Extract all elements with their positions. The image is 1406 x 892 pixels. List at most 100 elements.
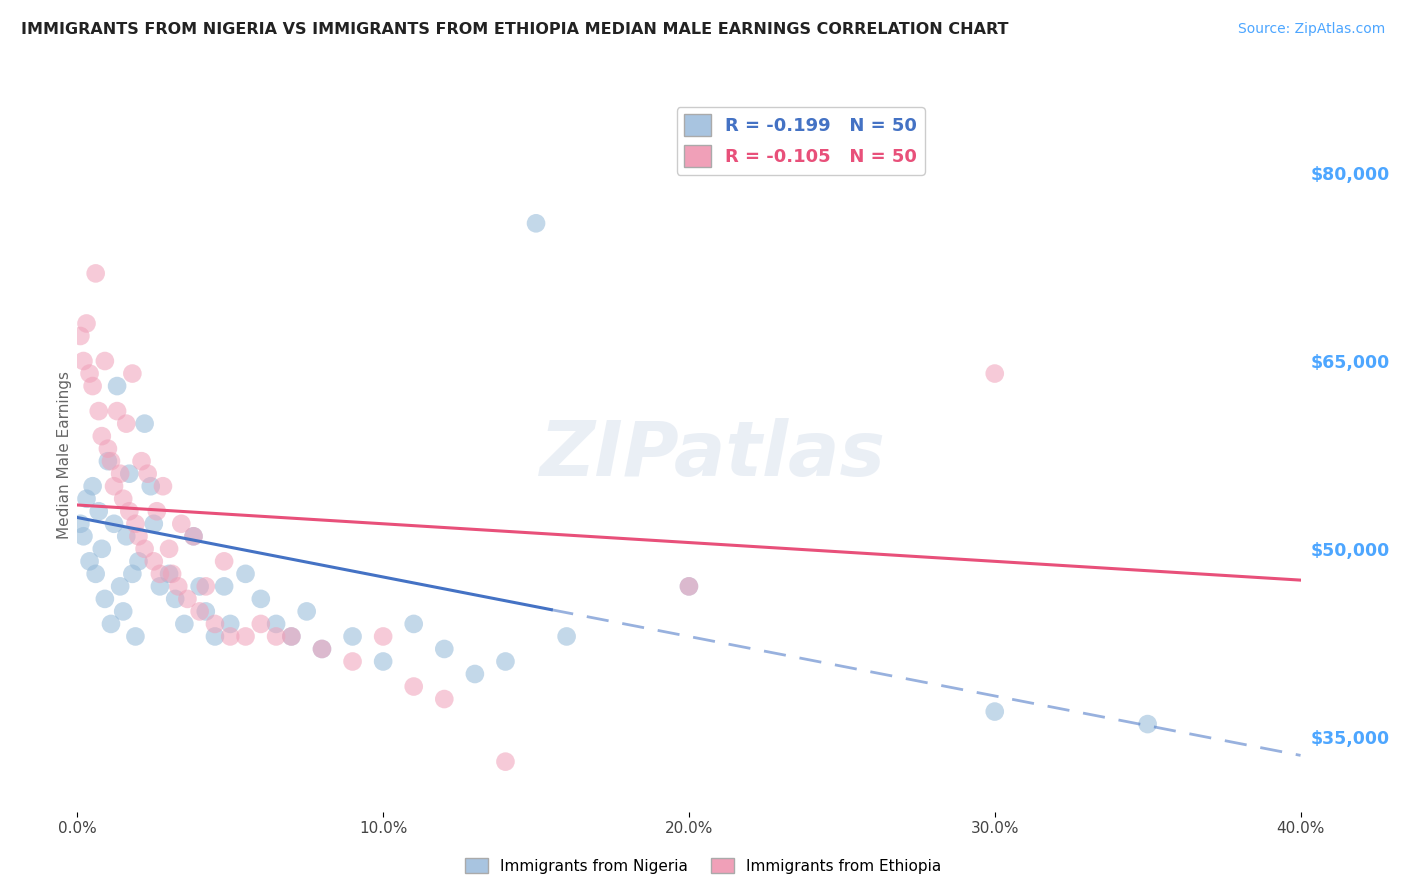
Point xyxy=(371,630,394,644)
Point xyxy=(295,604,318,618)
Text: IMMIGRANTS FROM NIGERIA VS IMMIGRANTS FROM ETHIOPIA MEDIAN MALE EARNINGS CORRELA: IMMIGRANTS FROM NIGERIA VS IMMIGRANTS FR… xyxy=(21,22,1008,37)
Point xyxy=(134,417,156,431)
Point xyxy=(69,329,91,343)
Point xyxy=(79,554,101,568)
Point xyxy=(188,579,211,593)
Point xyxy=(76,317,98,331)
Point xyxy=(118,467,141,481)
Legend: R = -0.199   N = 50, R = -0.105   N = 50: R = -0.199 N = 50, R = -0.105 N = 50 xyxy=(676,107,925,175)
Point xyxy=(128,529,150,543)
Point xyxy=(115,417,138,431)
Point xyxy=(103,516,125,531)
Point xyxy=(524,216,547,230)
Point xyxy=(94,354,117,368)
Point xyxy=(342,655,364,669)
Point xyxy=(264,630,287,644)
Point xyxy=(90,429,112,443)
Point xyxy=(152,479,174,493)
Point xyxy=(170,516,193,531)
Y-axis label: Median Male Earnings: Median Male Earnings xyxy=(56,371,72,539)
Point xyxy=(76,491,98,506)
Point xyxy=(555,630,578,644)
Point xyxy=(112,491,135,506)
Point xyxy=(280,630,302,644)
Point xyxy=(311,642,333,657)
Point xyxy=(97,442,120,456)
Point xyxy=(250,591,273,606)
Point xyxy=(94,591,117,606)
Legend: Immigrants from Nigeria, Immigrants from Ethiopia: Immigrants from Nigeria, Immigrants from… xyxy=(458,852,948,880)
Point xyxy=(131,454,153,468)
Point xyxy=(105,379,128,393)
Point xyxy=(204,630,226,644)
Point xyxy=(342,630,364,644)
Point xyxy=(142,516,165,531)
Point xyxy=(219,630,242,644)
Point xyxy=(128,554,150,568)
Point xyxy=(212,579,235,593)
Point xyxy=(134,541,156,556)
Point xyxy=(204,616,226,631)
Point xyxy=(87,504,110,518)
Point xyxy=(250,616,273,631)
Point xyxy=(678,579,700,593)
Point xyxy=(84,566,107,581)
Point xyxy=(235,566,257,581)
Point xyxy=(157,566,180,581)
Point xyxy=(984,705,1007,719)
Point xyxy=(311,642,333,657)
Point xyxy=(219,616,242,631)
Point xyxy=(235,630,257,644)
Point xyxy=(149,566,172,581)
Point xyxy=(82,479,104,493)
Point xyxy=(678,579,700,593)
Point xyxy=(212,554,235,568)
Point xyxy=(157,541,180,556)
Point xyxy=(118,504,141,518)
Point xyxy=(183,529,205,543)
Point xyxy=(69,516,91,531)
Point xyxy=(105,404,128,418)
Text: ZIPatlas: ZIPatlas xyxy=(540,418,886,491)
Point xyxy=(90,541,112,556)
Point xyxy=(121,367,143,381)
Point xyxy=(495,655,517,669)
Point xyxy=(984,367,1007,381)
Point xyxy=(84,266,107,280)
Point xyxy=(112,604,135,618)
Point xyxy=(139,479,162,493)
Point xyxy=(79,367,101,381)
Point xyxy=(108,579,131,593)
Point xyxy=(124,516,146,531)
Point xyxy=(160,566,183,581)
Point xyxy=(194,604,217,618)
Point xyxy=(402,680,425,694)
Point xyxy=(108,467,131,481)
Point xyxy=(173,616,195,631)
Point xyxy=(82,379,104,393)
Point xyxy=(100,454,122,468)
Point xyxy=(124,630,146,644)
Point xyxy=(72,529,94,543)
Point xyxy=(433,692,456,706)
Point xyxy=(280,630,302,644)
Point xyxy=(183,529,205,543)
Point xyxy=(176,591,198,606)
Point xyxy=(167,579,190,593)
Point xyxy=(87,404,110,418)
Point xyxy=(146,504,169,518)
Point xyxy=(121,566,143,581)
Point xyxy=(264,616,287,631)
Point xyxy=(165,591,187,606)
Point xyxy=(115,529,138,543)
Point xyxy=(149,579,172,593)
Point xyxy=(402,616,425,631)
Point xyxy=(136,467,159,481)
Point xyxy=(371,655,394,669)
Point xyxy=(1136,717,1159,731)
Point xyxy=(194,579,217,593)
Point xyxy=(464,667,486,681)
Point xyxy=(495,755,517,769)
Point xyxy=(188,604,211,618)
Point xyxy=(103,479,125,493)
